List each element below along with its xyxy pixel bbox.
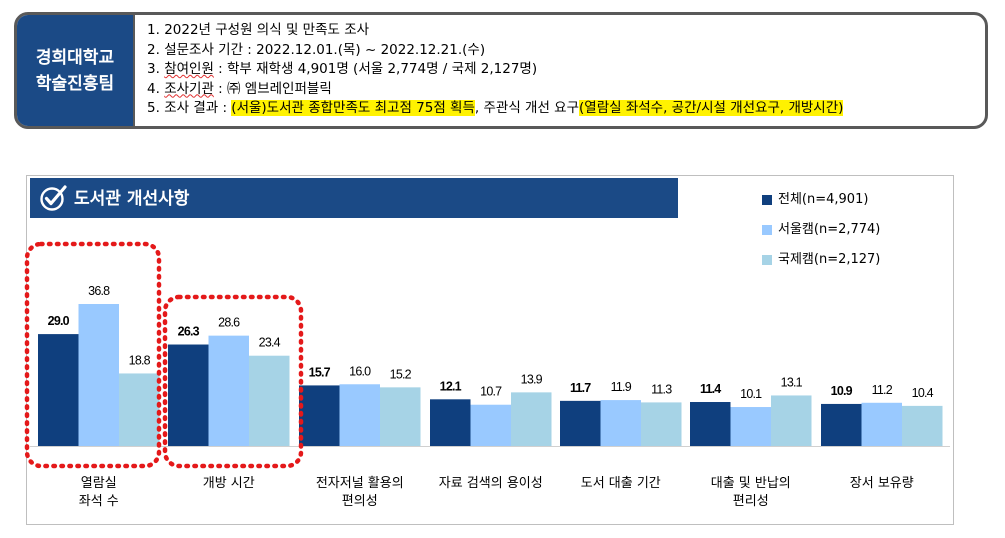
- bar: [771, 395, 812, 446]
- info-item-num: 4.: [147, 80, 160, 97]
- info-item-1: 1. 2022년 구성원 의식 및 만족도 조사: [147, 21, 843, 41]
- info-item-num: 2.: [147, 41, 160, 58]
- category-label: 좌석 수: [79, 494, 119, 509]
- info-item-text: 설문조사 기간 : 2022.12.01.(목) ~ 2022.12.21.(수…: [164, 41, 486, 58]
- bar: [902, 405, 943, 446]
- info-item-3: 3. 참여인원 : 학부 재학생 4,901명 (서울 2,774명 / 국제 …: [147, 60, 843, 80]
- bar: [339, 384, 380, 446]
- data-label: 13.1: [781, 375, 803, 389]
- bar: [600, 400, 641, 446]
- category-label: 열람실: [81, 476, 117, 491]
- bar: [208, 335, 249, 446]
- info-item-label: 조사기관: [164, 80, 214, 97]
- data-label: 10.7: [480, 385, 502, 399]
- data-label: 18.8: [129, 353, 151, 367]
- info-item-text: 2022년 구성원 의식 및 만족도 조사: [164, 22, 370, 38]
- highlight-library-score: (서울)도서관 종합만족도 최고점 75점 획득: [231, 100, 475, 116]
- survey-info-list: 1. 2022년 구성원 의식 및 만족도 조사 2. 설문조사 기간 : 20…: [147, 21, 844, 119]
- data-label: 26.3: [178, 325, 200, 339]
- bar: [119, 373, 160, 446]
- category-label: 전자저널 활용의: [316, 476, 404, 491]
- bar: [470, 404, 511, 446]
- highlight-dotted-box: [24, 241, 162, 469]
- category-label: 도서 대출 기간: [581, 476, 661, 491]
- data-label: 11.3: [651, 382, 672, 396]
- data-label: 13.9: [521, 372, 543, 386]
- bar: [380, 387, 421, 446]
- info-item-text: : ㈜ 엠브레인퍼블릭: [213, 80, 332, 97]
- bar: [821, 403, 862, 446]
- data-label: 36.8: [88, 284, 110, 298]
- bar: [690, 402, 731, 446]
- check-circle-icon: [40, 185, 67, 211]
- info-item-num: 1.: [147, 22, 160, 38]
- data-label: 10.4: [912, 386, 934, 400]
- category-label: 편의성: [342, 494, 378, 509]
- data-label: 11.9: [611, 380, 632, 394]
- org-name-line2: 학술진흥팀: [35, 73, 115, 94]
- info-item-label: 참여인원: [164, 61, 214, 77]
- bar: [861, 402, 902, 446]
- info-divider: [133, 15, 135, 126]
- info-item-4: 4. 조사기관 : ㈜ 엠브레인퍼블릭: [147, 80, 843, 100]
- data-label: 12.1: [440, 379, 462, 393]
- info-item-text: 조사 결과 :: [164, 100, 232, 116]
- data-label: 10.9: [831, 384, 853, 398]
- highlight-improvement-requests: (열람실 좌석수, 공간/시설 개선요구, 개방시간): [579, 100, 844, 116]
- legend-swatch: [762, 195, 772, 205]
- bar: [38, 334, 79, 446]
- info-item-num: 5.: [147, 100, 160, 116]
- highlight-dotted-box: [162, 294, 304, 469]
- category-label: 자료 검색의 용이성: [439, 476, 543, 491]
- category-label: 개방 시간: [203, 476, 255, 491]
- data-label: 11.4: [700, 382, 721, 396]
- legend-swatch: [762, 255, 772, 265]
- bar: [249, 355, 290, 446]
- bar: [168, 344, 209, 446]
- legend-swatch: [762, 225, 772, 235]
- info-item-5: 5. 조사 결과 : (서울)도서관 종합만족도 최고점 75점 획득, 주관식…: [147, 99, 844, 119]
- category-label: 편리성: [733, 494, 769, 509]
- data-label: 11.7: [570, 381, 591, 395]
- bar: [641, 402, 682, 446]
- bar: [299, 385, 340, 446]
- data-label: 15.2: [390, 367, 412, 381]
- legend-label: 전체(n=4,901): [778, 192, 869, 207]
- data-label: 11.2: [872, 383, 893, 397]
- category-label: 대출 및 반납의: [711, 476, 791, 491]
- legend-item-seoul: 서울캠(n=2,774): [762, 222, 880, 238]
- category-label: 장서 보유량: [850, 476, 914, 491]
- legend-item-global: 국제캠(n=2,127): [762, 252, 880, 268]
- info-item-text: : 학부 재학생 4,901명 (서울 2,774명 / 국제 2,127명): [213, 61, 538, 77]
- bar: [511, 392, 552, 446]
- org-name-cell: 경희대학교 학술진흥팀: [17, 15, 133, 126]
- chart-title-bar: [30, 178, 678, 218]
- chart-title: 도서관 개선사항: [74, 189, 190, 209]
- legend-label: 서울캠(n=2,774): [778, 222, 881, 237]
- data-label: 28.6: [218, 316, 240, 330]
- legend-label: 국제캠(n=2,127): [778, 252, 881, 267]
- data-label: 15.7: [309, 365, 331, 379]
- data-label: 16.0: [349, 364, 371, 378]
- bar: [78, 304, 119, 446]
- info-item-num: 3.: [147, 61, 160, 77]
- info-item-text: , 주관식 개선 요구: [474, 100, 580, 116]
- info-item-2: 2. 설문조사 기간 : 2022.12.01.(목) ~ 2022.12.21…: [147, 41, 843, 61]
- survey-info-box: 경희대학교 학술진흥팀 1. 2022년 구성원 의식 및 만족도 조사 2. …: [14, 12, 988, 129]
- bar: [730, 407, 771, 446]
- bar: [430, 399, 471, 446]
- bar: [560, 400, 601, 446]
- data-label: 29.0: [48, 314, 70, 328]
- data-label: 23.4: [259, 336, 281, 350]
- legend-item-total: 전체(n=4,901): [762, 192, 868, 208]
- org-name-line1: 경희대학교: [35, 47, 115, 68]
- data-label: 10.1: [740, 387, 762, 401]
